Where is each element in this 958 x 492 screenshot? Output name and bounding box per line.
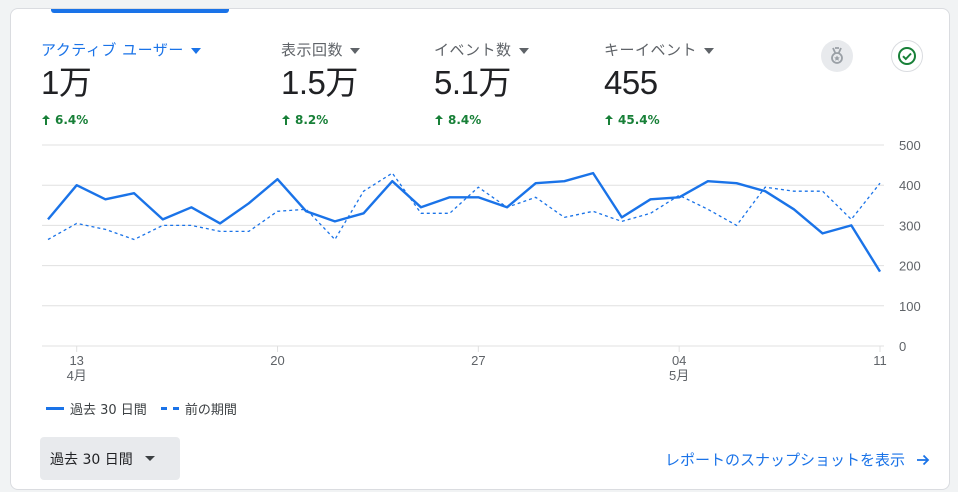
metric-value: 455 [604, 64, 658, 101]
metric-views[interactable]: 表示回数 1.5万 8.2% [281, 39, 361, 127]
check-circle-icon [898, 47, 916, 65]
y-tick-label: 300 [899, 218, 921, 233]
metric-label: イベント数 [434, 41, 512, 59]
legend-label: 前の期間 [184, 403, 237, 418]
dropdown-caret-icon[interactable] [518, 47, 529, 54]
chart-series [47, 171, 882, 273]
metric-label: キーイベント [604, 41, 698, 59]
dropdown-caret-icon[interactable] [350, 47, 361, 54]
arrow-up-icon [42, 115, 50, 125]
y-tick-label: 400 [899, 178, 921, 193]
metric-change: 45.4% [618, 113, 660, 127]
dropdown-caret-icon[interactable] [704, 47, 715, 54]
active-metric-indicator [51, 9, 229, 13]
metric-change: 8.2% [295, 113, 329, 127]
x-tick-label: 04 [672, 353, 686, 368]
date-range-dropdown[interactable]: 過去 30 日間 [40, 437, 180, 480]
metric-label: アクティブ ユーザー [41, 41, 184, 59]
overview-card: アクティブ ユーザー 1万 6.4% 表示回数 1.5万 8.2% イベント数 … [10, 8, 950, 490]
legend-item-current: 過去 30 日間 [46, 399, 147, 418]
insights-button[interactable] [821, 40, 853, 72]
y-tick-label: 100 [899, 299, 921, 314]
x-tick-month-label: 4月 [67, 368, 87, 383]
chart-gridlines [42, 144, 884, 352]
series-line-previous-period [47, 172, 881, 241]
chart-legend: 過去 30 日間 前の期間 [46, 399, 237, 418]
status-button[interactable] [891, 40, 923, 72]
x-tick-label: 20 [270, 353, 284, 368]
y-tick-label: 200 [899, 259, 921, 274]
arrow-right-icon [917, 454, 930, 465]
y-tick-label: 0 [899, 339, 906, 354]
arrow-up-icon [282, 115, 290, 125]
x-tick-label: 13 [69, 353, 83, 368]
metric-change: 8.4% [448, 113, 482, 127]
x-tick-month-label: 5月 [669, 368, 689, 383]
metric-event-count[interactable]: イベント数 5.1万 8.4% [434, 39, 529, 127]
legend-item-previous: 前の期間 [160, 399, 237, 418]
chevron-down-icon [144, 456, 155, 461]
series-line-last-30-days [47, 171, 882, 273]
dropdown-caret-icon[interactable] [190, 47, 201, 54]
metric-change: 6.4% [55, 113, 89, 127]
solid-line-icon [46, 407, 64, 410]
metric-value: 1万 [41, 64, 92, 101]
dashed-line-icon [160, 407, 179, 410]
x-tick-label: 27 [471, 353, 485, 368]
y-axis-labels: 0 100 200 300 400 500 [899, 138, 921, 354]
award-ribbon-icon [831, 47, 843, 64]
metric-value: 1.5万 [281, 64, 358, 101]
view-report-snapshot-link[interactable]: レポートのスナップショットを表示 [665, 449, 931, 470]
metric-label: 表示回数 [281, 41, 344, 59]
arrow-up-icon [435, 115, 443, 125]
arrow-up-icon [605, 115, 613, 125]
x-tick-label: 11 [873, 353, 887, 368]
metric-value: 5.1万 [434, 64, 511, 101]
metric-active-users[interactable]: アクティブ ユーザー 1万 6.4% [41, 39, 201, 127]
legend-label: 過去 30 日間 [70, 403, 147, 418]
y-tick-label: 500 [899, 138, 921, 153]
metric-key-events[interactable]: キーイベント 455 45.4% [604, 39, 715, 127]
date-range-label: 過去 30 日間 [50, 451, 133, 468]
report-link-label: レポートのスナップショットを表示 [664, 451, 905, 469]
